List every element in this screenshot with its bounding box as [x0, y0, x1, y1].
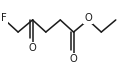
Text: O: O: [84, 13, 92, 23]
Text: O: O: [29, 43, 36, 53]
Text: O: O: [70, 54, 77, 64]
Text: F: F: [1, 13, 7, 23]
